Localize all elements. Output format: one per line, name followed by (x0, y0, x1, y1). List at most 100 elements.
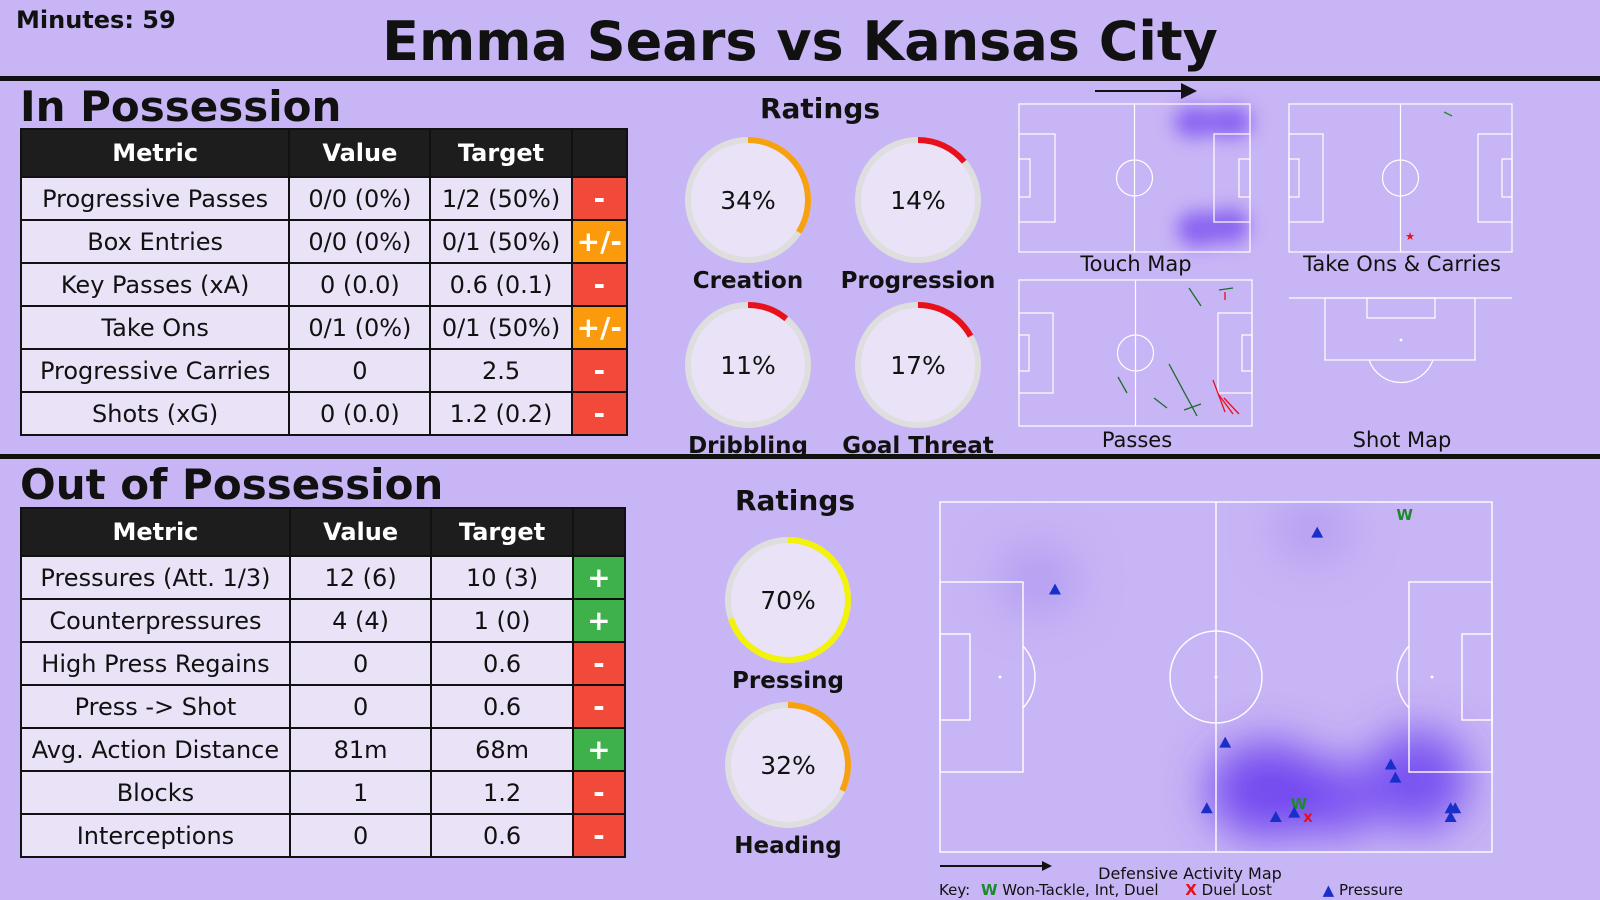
gauge-value: 34% (720, 186, 776, 215)
cell-status: - (571, 770, 627, 815)
rating-gauge-heading: 32% (725, 702, 851, 828)
gauge-value: 32% (760, 751, 816, 780)
gauge-value: 11% (720, 351, 776, 380)
cell-target: 10 (3) (430, 555, 574, 600)
gauge-arc (855, 302, 981, 428)
cell-value: 0 (288, 348, 432, 393)
cell-metric: Interceptions (20, 813, 291, 858)
defensive-map-key: Key: W Won-Tackle, Int, Duel X Duel Lost… (939, 881, 1403, 899)
gauge-arc (725, 702, 851, 828)
cell-status: - (571, 684, 627, 729)
touch-map-caption: Touch Map (1080, 252, 1192, 276)
cell-target: 0.6 (0.1) (429, 262, 573, 307)
gauge-value: 17% (890, 351, 946, 380)
cell-status: - (570, 176, 629, 221)
defensive-direction-arrow (940, 861, 1052, 871)
take-ons-caption: Take Ons & Carries (1303, 252, 1501, 276)
passes-map (1018, 279, 1253, 427)
cell-metric: Avg. Action Distance (20, 727, 291, 772)
out-of-possession-title: Out of Possession (20, 460, 444, 509)
won-key-marker: W (980, 881, 998, 899)
pressure-marker (1444, 811, 1457, 822)
pressure-marker (1389, 771, 1402, 783)
column-header-value: Value (288, 128, 432, 178)
ratings-title: Ratings (759, 92, 881, 125)
ratings-title: Ratings (734, 484, 856, 517)
header-divider (0, 76, 1600, 81)
cell-target: 0.6 (430, 684, 574, 729)
cell-target: 0.6 (430, 641, 574, 686)
passes-caption: Passes (1101, 428, 1173, 452)
rating-gauge-dribbling: 11% (685, 302, 811, 428)
gauge-arc (725, 537, 851, 663)
cell-metric: High Press Regains (20, 641, 291, 686)
cell-value: 0 (0.0) (288, 391, 432, 436)
pressure-marker (1449, 802, 1462, 814)
column-header-value: Value (288, 507, 433, 557)
table-row: Key Passes (xA) 0 (0.0) 0.6 (0.1) - (19, 262, 629, 307)
cell-metric: Progressive Carries (19, 348, 291, 393)
pressure-marker (1288, 806, 1301, 818)
cell-value: 0/1 (0%) (288, 305, 432, 350)
in-possession-maps: ★ (1018, 83, 1513, 427)
gauge-label: Goal Threat (842, 433, 994, 459)
cell-status: + (571, 598, 627, 643)
key-pressure-label: Pressure (1338, 881, 1404, 899)
table-row: Interceptions 0 0.6- (20, 813, 627, 858)
cell-status: - (570, 391, 629, 436)
table-row: Press -> Shot 0 0.6- (20, 684, 627, 729)
table-row: Progressive Passes 0/0 (0%) 1/2 (50%) - (19, 176, 629, 221)
defensive-activity-map: WWx (939, 501, 1493, 853)
cell-target: 0/1 (50%) (429, 219, 573, 264)
cell-status: - (571, 813, 627, 858)
cell-target: 2.5 (429, 348, 573, 393)
pressure-marker (1269, 811, 1282, 822)
cell-status: +/- (570, 305, 629, 350)
cell-value: 81m (288, 727, 433, 772)
rating-gauge-goal-threat: 17% (855, 302, 981, 428)
cell-metric: Blocks (20, 770, 291, 815)
touch-map (1018, 103, 1253, 253)
cell-metric: Key Passes (xA) (19, 262, 291, 307)
table-row: Blocks 1 1.2- (20, 770, 627, 815)
cell-value: 1 (288, 770, 433, 815)
gauge-value: 70% (760, 586, 816, 615)
minutes-label: Minutes: 59 (16, 6, 176, 34)
duel-lost-marker: x (1303, 808, 1313, 826)
gauge-label: Progression (840, 268, 996, 294)
rating-gauge-creation: 34% (685, 137, 811, 263)
cell-value: 0/0 (0%) (288, 176, 432, 221)
column-header-target: Target (430, 507, 574, 557)
section-divider (0, 454, 1600, 459)
cell-metric: Box Entries (19, 219, 291, 264)
gauge-label: Dribbling (688, 433, 808, 459)
cell-value: 0 (288, 813, 433, 858)
gauge-label: Creation (692, 268, 804, 294)
cell-status: - (570, 262, 629, 307)
cell-status: + (571, 555, 627, 600)
cell-metric: Press -> Shot (20, 684, 291, 729)
rating-gauge-pressing: 70% (725, 537, 851, 663)
column-header-status (571, 507, 627, 557)
cell-metric: Take Ons (19, 305, 291, 350)
cell-metric: Progressive Passes (19, 176, 291, 221)
failed-take-on-marker: ★ (1405, 230, 1415, 243)
page-title: Emma Sears vs Kansas City (382, 10, 1218, 73)
cell-status: +/- (570, 219, 629, 264)
defensive-pitch-lines (939, 501, 1493, 853)
cell-target: 1/2 (50%) (429, 176, 573, 221)
rating-gauge-progression: 14% (855, 137, 981, 263)
column-header-status (570, 128, 629, 178)
table-row: Pressures (Att. 1/3) 12 (6) 10 (3) + (20, 555, 627, 600)
out-of-possession-table: Metric Value Target Pressures (Att. 1/3)… (20, 507, 627, 858)
carry-line (1443, 111, 1453, 117)
in-possession-title: In Possession (20, 82, 342, 131)
pressure-marker (1311, 526, 1324, 538)
pressure-key-icon: ▲ (1322, 881, 1335, 899)
table-row: Counterpressures 4 (4) 1 (0) + (20, 598, 627, 643)
pressure-marker (1219, 736, 1232, 748)
cell-target: 0.6 (430, 813, 574, 858)
gauge-label: Heading (734, 833, 842, 859)
cell-metric: Counterpressures (20, 598, 291, 643)
cell-value: 12 (6) (288, 555, 433, 600)
